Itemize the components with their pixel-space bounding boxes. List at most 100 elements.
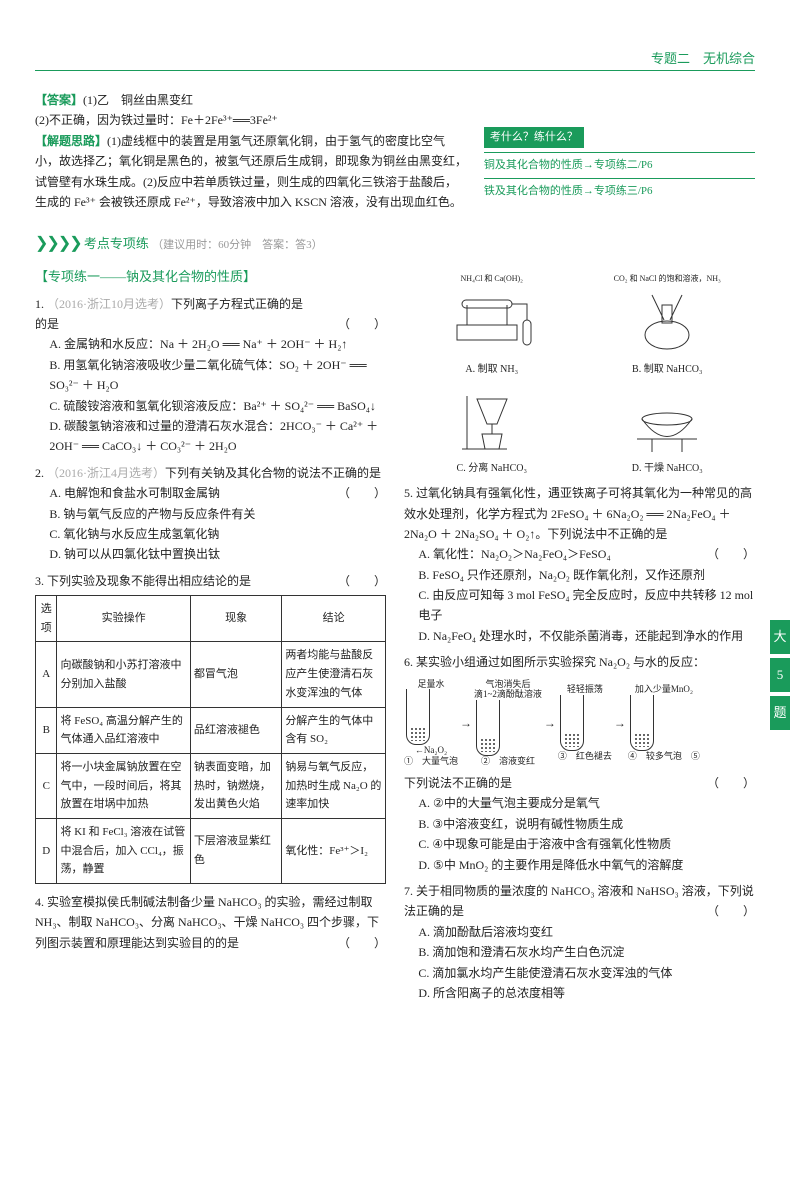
section1-title: 【专项练一——钠及其化合物的性质】	[35, 266, 386, 288]
th-1: 实验操作	[57, 596, 190, 642]
td: 品红溶液褪色	[190, 707, 281, 753]
diagram-a-note: NH₄Cl 和 Ca(OH)₂	[404, 272, 580, 286]
kaodian-hint: （建议用时：60分钟 答案：答3）	[152, 239, 323, 251]
q6-a: A. ②中的大量气泡主要成分是氧气	[404, 793, 755, 813]
q6-paren: （ ）	[707, 773, 755, 793]
q2-b: B. 钠与氧气反应的产物与反应条件有关	[35, 504, 386, 524]
q1-src: （2016·浙江10月选考）	[47, 297, 171, 311]
q6-flow: 足量水 ←Na₂O₂ ① 大量气泡 → 气泡消失后 滴1~2滴酚酞溶液 ② 溶液…	[404, 679, 755, 767]
q1-d: D. 碳酸氢钠溶液和过量的澄清石灰水混合：2HCO₃⁻ ＋ Ca²⁺ ＋ 2OH…	[35, 416, 386, 457]
q1-c: C. 硫酸铵溶液和氢氧化钡溶液反应：Ba²⁺ ＋ SO₄²⁻ ══ BaSO₄↓	[35, 396, 386, 416]
flow-label: 足量水	[404, 679, 458, 690]
diagram-a: NH₄Cl 和 Ca(OH)₂ A. 制取 NH₃	[404, 272, 580, 379]
q5-d: D. Na₂FeO₄ 处理水时，不仅能杀菌消毒，还能起到净水的作用	[404, 626, 755, 646]
q2-paren: （ ）	[338, 483, 386, 503]
flow-label: ② 溶液变红	[474, 756, 542, 767]
q4-diagrams-row2: C. 分离 NaHCO₃ D. 干燥 NaHCO₃	[404, 384, 755, 477]
side-tab-2: 5	[770, 658, 790, 692]
q6-stem: 6. 某实验小组通过如图所示实验探究 Na₂O₂ 与水的反应：	[404, 655, 705, 669]
q6-d: D. ⑤中 MnO₂ 的主要作用是降低水中氧气的溶解度	[404, 855, 755, 875]
side-tab-1: 大	[770, 620, 790, 654]
two-columns: 【专项练一——钠及其化合物的性质】 1. （2016·浙江10月选考）下列离子方…	[35, 266, 755, 1010]
left-column: 【专项练一——钠及其化合物的性质】 1. （2016·浙江10月选考）下列离子方…	[35, 266, 386, 1010]
q5-stem: 5. 过氧化钠具有强氧化性，遇亚铁离子可将其氧化为一种常见的高效水处理剂，化学方…	[404, 486, 752, 541]
test-tube-icon	[476, 700, 500, 756]
answer-line1: (1)乙 铜丝由黑变红	[83, 93, 193, 107]
q3-paren: （ ）	[338, 571, 386, 591]
q2-a: A. 电解饱和食盐水可制取金属钠	[35, 483, 386, 503]
table-header-row: 选项 实验操作 现象 结论	[36, 596, 386, 642]
side-tab-3: 题	[770, 696, 790, 730]
q3-table: 选项 实验操作 现象 结论 A向碳酸钠和小苏打溶液中分别加入盐酸都冒气泡两者均能…	[35, 595, 386, 884]
kaodian-heading: ❯❯❯❯ 考点专项练 （建议用时：60分钟 答案：答3）	[35, 230, 755, 257]
tip-box: 考什么？练什么？ 铜及其化合物的性质→专项练二/P6 铁及其化合物的性质→专项练…	[484, 90, 755, 212]
th-3: 结论	[282, 596, 386, 642]
table-row: C将一小块金属钠放置在空气中，一段时间后，将其放置在坩埚中加热钠表面变暗，加热时…	[36, 753, 386, 818]
q3-stem: 3. 下列实验及现象不能得出相应结论的是	[35, 574, 251, 588]
q5-a: A. 氧化性：Na₂O₂＞Na₂FeO₄＞FeSO₄	[404, 544, 755, 564]
q7: 7. 关于相同物质的量浓度的 NaHCO₃ 溶液和 NaHSO₃ 溶液，下列说法…	[404, 881, 755, 1003]
td: 都冒气泡	[190, 642, 281, 707]
tip-row-1: 铜及其化合物的性质→专项练二/P6	[484, 152, 755, 178]
th-0: 选项	[36, 596, 57, 642]
answer-left: 【答案】(1)乙 铜丝由黑变红 (2)不正确，因为铁过量时：Fe＋2Fe³⁺══…	[35, 90, 469, 212]
q6-c: C. ④中现象可能是由于溶液中含有强氧化性物质	[404, 834, 755, 854]
q7-paren: （ ）	[707, 901, 755, 921]
flow-label: ④ 较多气泡 ⑤	[628, 751, 700, 762]
td: D	[36, 818, 57, 883]
q4-diagrams-row1: NH₄Cl 和 Ca(OH)₂ A. 制取 NH₃ CO₂ 和 NaCl 的饱和…	[404, 272, 755, 379]
q7-a: A. 滴加酚酞后溶液均变红	[404, 922, 755, 942]
arrows-icon: ❯❯❯❯	[35, 235, 81, 252]
table-row: A向碳酸钠和小苏打溶液中分别加入盐酸都冒气泡两者均能与盐酸反应产生使澄清石灰水变…	[36, 642, 386, 707]
diagram-d-caption: D. 干燥 NaHCO₃	[580, 460, 756, 477]
answer-line2: (2)不正确，因为铁过量时：Fe＋2Fe³⁺══3Fe²⁺	[35, 110, 469, 130]
apparatus-a-icon	[447, 285, 537, 355]
diagram-c-caption: C. 分离 NaHCO₃	[404, 460, 580, 477]
answer-label: 【答案】	[35, 93, 83, 107]
diagram-b-caption: B. 制取 NaHCO₃	[580, 361, 756, 378]
td: 钠表面变暗，加热时，钠燃烧，发出黄色火焰	[190, 753, 281, 818]
td: 将 FeSO₄ 高温分解产生的气体通入品红溶液中	[57, 707, 190, 753]
flow-label: 轻轻振荡	[558, 684, 612, 695]
page: 专题二 无机综合 大 5 题 【答案】(1)乙 铜丝由黑变红 (2)不正确，因为…	[0, 0, 790, 1039]
test-tube-icon	[560, 695, 584, 751]
q1: 1. （2016·浙江10月选考）下列离子方程式正确的是 的是（ ） A. 金属…	[35, 294, 386, 457]
test-tube-icon	[406, 689, 430, 745]
flow-label: ① 大量气泡	[404, 756, 458, 767]
q2: 2. （2016·浙江4月选考）下列有关钠及其化合物的说法不正确的是（ ） A.…	[35, 463, 386, 565]
flow-label: 加入少量MnO₂	[628, 684, 700, 695]
q1-paren: （ ）	[338, 314, 386, 334]
td: C	[36, 753, 57, 818]
q7-d: D. 所含阳离子的总浓度相等	[404, 983, 755, 1003]
q5-b: B. FeSO₄ 只作还原剂，Na₂O₂ 既作氧化剂，又作还原剂	[404, 565, 755, 585]
kaodian-title: 考点专项练	[84, 236, 149, 251]
q2-d: D. 钠可以从四氯化钛中置换出钛	[35, 544, 386, 564]
q4-stem: 4. 实验室模拟侯氏制碱法制备少量 NaHCO₃ 的实验，需经过制取 NH₃、制…	[35, 895, 379, 950]
td: 两者均能与盐酸反应产生使澄清石灰水变浑浊的气体	[282, 642, 386, 707]
table-row: B将 FeSO₄ 高温分解产生的气体通入品红溶液中品红溶液褪色分解产生的气体中含…	[36, 707, 386, 753]
flow-label: ③ 红色褪去	[558, 751, 612, 762]
q2-c: C. 氧化钠与水反应生成氢氧化钠	[35, 524, 386, 544]
td: 钠易与氧气反应，加热时生成 Na₂O 的速率加快	[282, 753, 386, 818]
q1-stem: 下列离子方程式正确的是	[171, 297, 303, 311]
td: B	[36, 707, 57, 753]
q1-b: B. 用氢氧化钠溶液吸收少量二氧化硫气体：SO₂ ＋ 2OH⁻ ══ SO₃²⁻…	[35, 355, 386, 396]
q7-c: C. 滴加氯水均产生能使澄清石灰水变浑浊的气体	[404, 963, 755, 983]
tip-row-2: 铁及其化合物的性质→专项练三/P6	[484, 178, 755, 204]
td: 将 KI 和 FeCl₃ 溶液在试管中混合后，加入 CCl₄，振荡，静置	[57, 818, 190, 883]
flow-step-2: 气泡消失后 滴1~2滴酚酞溶液 ② 溶液变红	[474, 679, 542, 767]
q5: 5. 过氧化钠具有强氧化性，遇亚铁离子可将其氧化为一种常见的高效水处理剂，化学方…	[404, 483, 755, 646]
q2-src: （2016·浙江4月选考）	[47, 466, 165, 480]
td: A	[36, 642, 57, 707]
diagram-a-caption: A. 制取 NH₃	[404, 361, 580, 378]
flow-step-3: 轻轻振荡 ③ 红色褪去	[558, 684, 612, 762]
content: 【答案】(1)乙 铜丝由黑变红 (2)不正确，因为铁过量时：Fe＋2Fe³⁺══…	[35, 90, 755, 1009]
side-tabs: 大 5 题	[770, 620, 790, 734]
test-tube-icon	[630, 695, 654, 751]
q6-sub: 下列说法不正确的是	[404, 776, 512, 790]
apparatus-d-icon	[622, 384, 712, 454]
diagram-c: C. 分离 NaHCO₃	[404, 384, 580, 477]
q5-c: C. 由反应可知每 3 mol FeSO₄ 完全反应时，反应中共转移 12 mo…	[404, 585, 755, 626]
flow-label: ←Na₂O₂	[404, 745, 458, 756]
td: 下层溶液显紫红色	[190, 818, 281, 883]
